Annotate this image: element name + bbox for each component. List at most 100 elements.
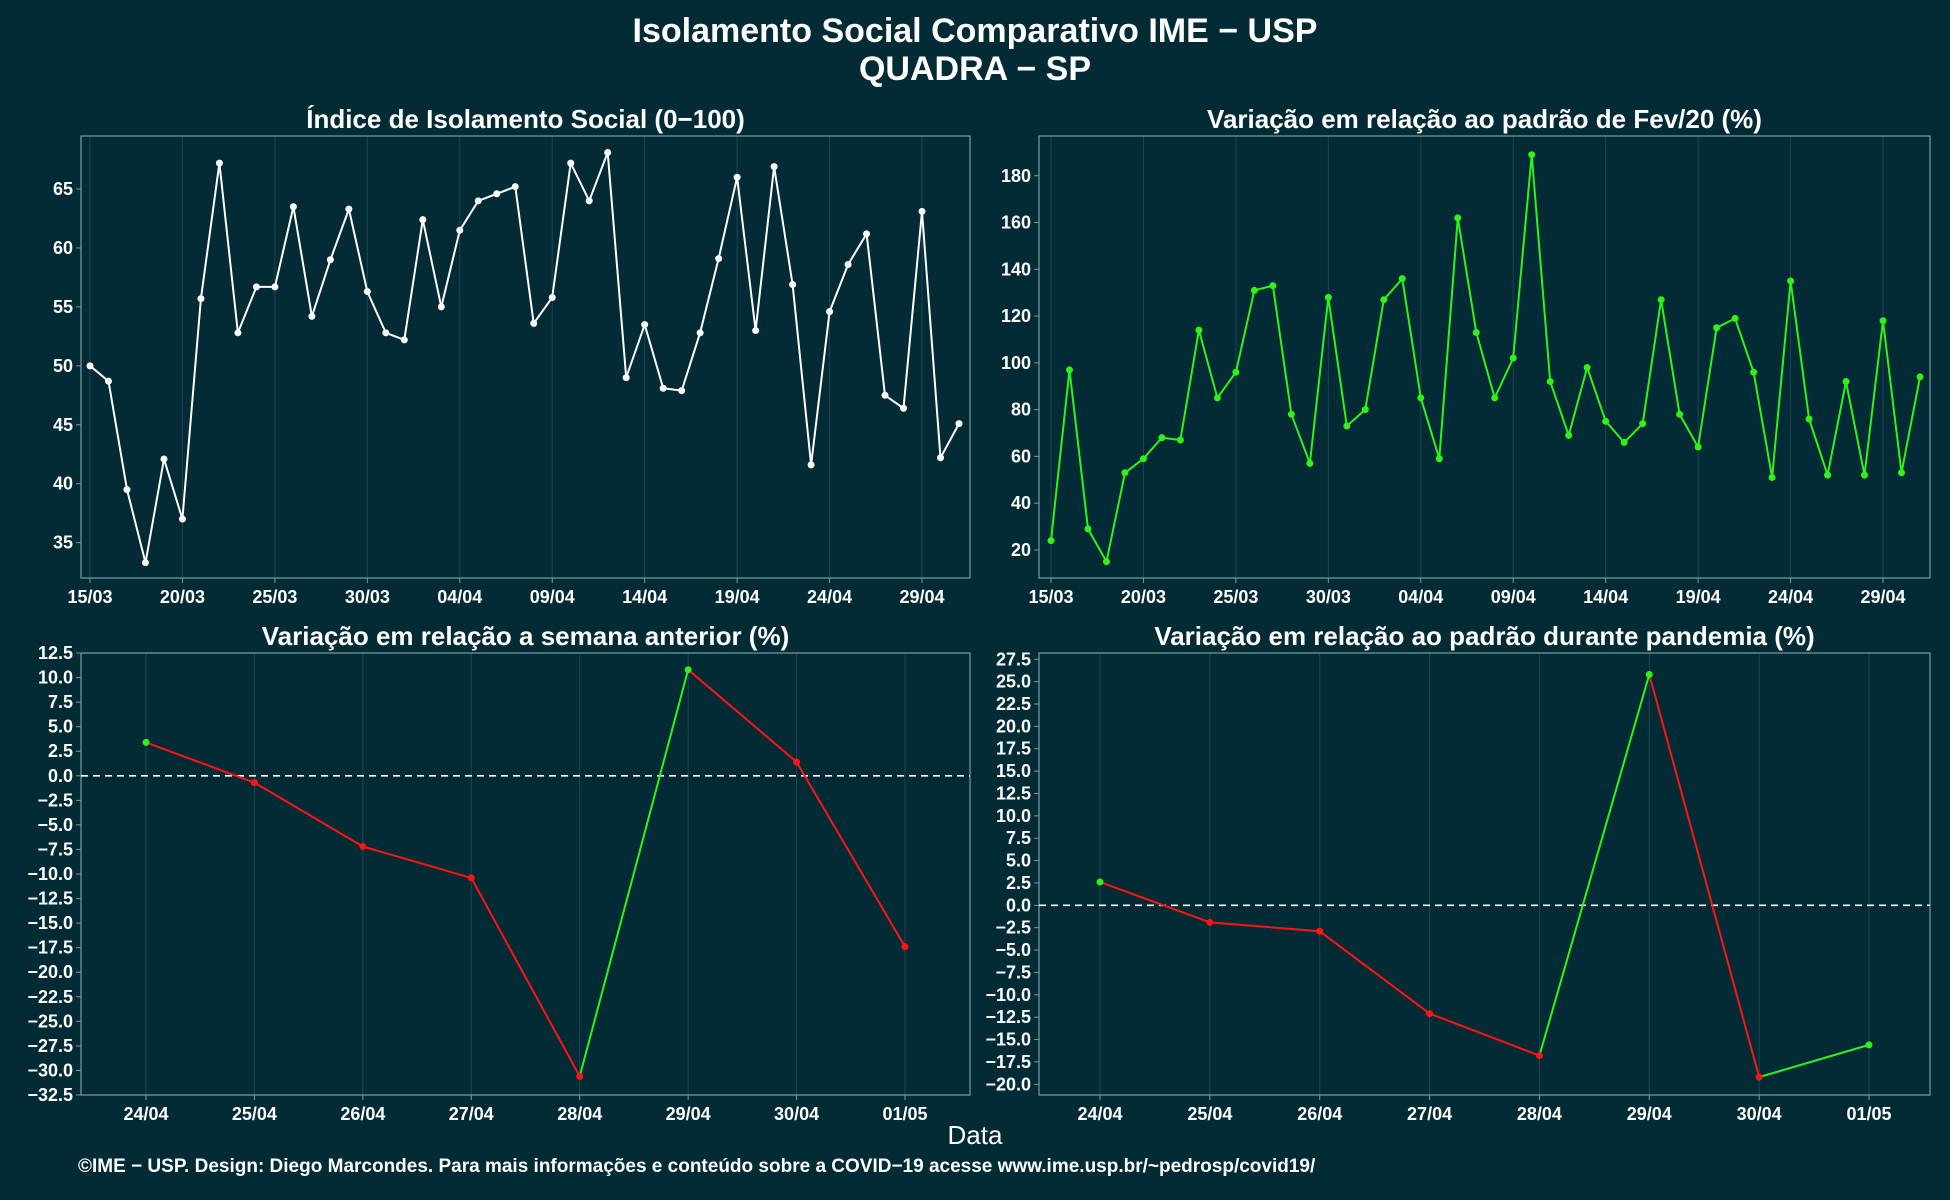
data-point [659, 384, 667, 392]
y-tick-label: −27.5 [27, 1036, 73, 1056]
x-tick-label: 26/04 [340, 1104, 385, 1124]
data-point [1842, 378, 1850, 386]
data-point [345, 205, 353, 213]
data-point [1565, 431, 1573, 439]
data-point [1206, 918, 1214, 926]
data-point [142, 738, 150, 746]
data-point [359, 842, 367, 850]
y-tick-label: 20.0 [996, 716, 1031, 736]
y-tick-label: 27.5 [996, 649, 1031, 669]
panel-border [80, 135, 971, 579]
y-tick-label: 80 [1011, 400, 1031, 420]
y-tick-label: 180 [1001, 166, 1031, 186]
x-tick-label: 27/04 [1407, 1104, 1452, 1124]
data-point [684, 666, 692, 674]
data-point [1324, 293, 1332, 301]
data-point [622, 374, 630, 382]
data-point [770, 163, 778, 171]
data-point [178, 515, 186, 523]
y-tick-label: 100 [1001, 353, 1031, 373]
data-point [252, 283, 260, 291]
series-segment [1648, 674, 1761, 1078]
data-point [1287, 410, 1295, 418]
y-tick-label: −2.5 [37, 790, 73, 810]
y-tick-label: −5.0 [37, 815, 73, 835]
x-tick-label: 30/04 [774, 1104, 819, 1124]
data-point [1509, 354, 1517, 362]
x-tick-label: 29/04 [1627, 1104, 1672, 1124]
x-tick-label: 19/04 [1676, 587, 1721, 607]
x-tick-label: 09/04 [1491, 587, 1536, 607]
y-tick-label: −17.5 [985, 1052, 1031, 1072]
main-title-line1: Isolamento Social Comparativo IME − USP [632, 12, 1318, 50]
y-tick-label: 60 [1011, 446, 1031, 466]
data-point [1535, 1052, 1543, 1060]
data-point [234, 329, 242, 337]
data-point [1898, 469, 1906, 477]
x-tick-label: 27/04 [449, 1104, 494, 1124]
x-axis-label: Data [947, 1120, 1003, 1150]
data-point [733, 173, 741, 181]
data-point [863, 230, 871, 238]
x-tick-label: 19/04 [715, 587, 760, 607]
y-tick-label: −22.5 [27, 987, 73, 1007]
data-point [1121, 469, 1129, 477]
x-tick-label: 30/03 [345, 587, 390, 607]
y-tick-label: 35 [53, 533, 73, 553]
data-point [1361, 406, 1369, 414]
y-tick-label: −25.0 [27, 1011, 73, 1031]
y-tick-label: 40 [53, 474, 73, 494]
x-tick-label: 24/04 [1077, 1104, 1122, 1124]
y-tick-label: 10.0 [38, 668, 73, 688]
y-tick-label: 140 [1001, 259, 1031, 279]
data-point [1096, 878, 1104, 886]
y-tick-label: 2.5 [48, 741, 73, 761]
data-point [1380, 296, 1388, 304]
data-point [937, 454, 945, 462]
data-point [86, 362, 94, 370]
y-tick-label: 17.5 [996, 739, 1031, 759]
data-point [141, 559, 149, 567]
x-tick-label: 25/04 [232, 1104, 277, 1124]
x-tick-label: 14/04 [622, 587, 667, 607]
data-point [1472, 328, 1480, 336]
data-point [1417, 394, 1425, 402]
y-tick-label: 22.5 [996, 694, 1031, 714]
y-tick-label: 10.0 [996, 806, 1031, 826]
series-segment [1429, 1012, 1540, 1057]
data-point [493, 190, 501, 198]
y-tick-label: 5.0 [48, 717, 73, 737]
data-point [1865, 1041, 1873, 1049]
data-point [1620, 438, 1628, 446]
series-segment [1209, 921, 1320, 933]
data-point [1398, 275, 1406, 283]
x-tick-label: 20/03 [160, 587, 205, 607]
x-tick-label: 04/04 [437, 587, 482, 607]
series-segment [470, 877, 581, 1077]
y-tick-label: 7.5 [1006, 828, 1031, 848]
y-tick-label: −12.5 [985, 1007, 1031, 1027]
y-tick-label: −7.5 [995, 962, 1031, 982]
x-tick-label: 29/04 [899, 587, 944, 607]
y-tick-label: 25.0 [996, 672, 1031, 692]
data-point [826, 308, 834, 316]
data-point [400, 336, 408, 344]
panel-title: Variação em relação ao padrão de Fev/20 … [1207, 104, 1762, 134]
x-tick-label: 24/04 [1768, 587, 1813, 607]
y-tick-label: 7.5 [48, 692, 73, 712]
y-tick-label: 55 [53, 297, 73, 317]
y-tick-label: 5.0 [1006, 851, 1031, 871]
data-point [363, 288, 371, 296]
x-tick-label: 24/04 [123, 1104, 168, 1124]
series-line [1050, 154, 1921, 565]
x-tick-label: 01/05 [1846, 1104, 1891, 1124]
x-tick-label: 15/03 [1028, 587, 1073, 607]
series-segment [1538, 674, 1651, 1056]
data-point [271, 283, 279, 291]
x-tick-label: 28/04 [557, 1104, 602, 1124]
data-point [437, 303, 445, 311]
data-point [696, 329, 704, 337]
chart-panel-2: Variação em relação ao padrão de Fev/20 … [1001, 104, 1931, 607]
y-tick-label: −10.0 [27, 864, 73, 884]
y-tick-label: 65 [53, 179, 73, 199]
